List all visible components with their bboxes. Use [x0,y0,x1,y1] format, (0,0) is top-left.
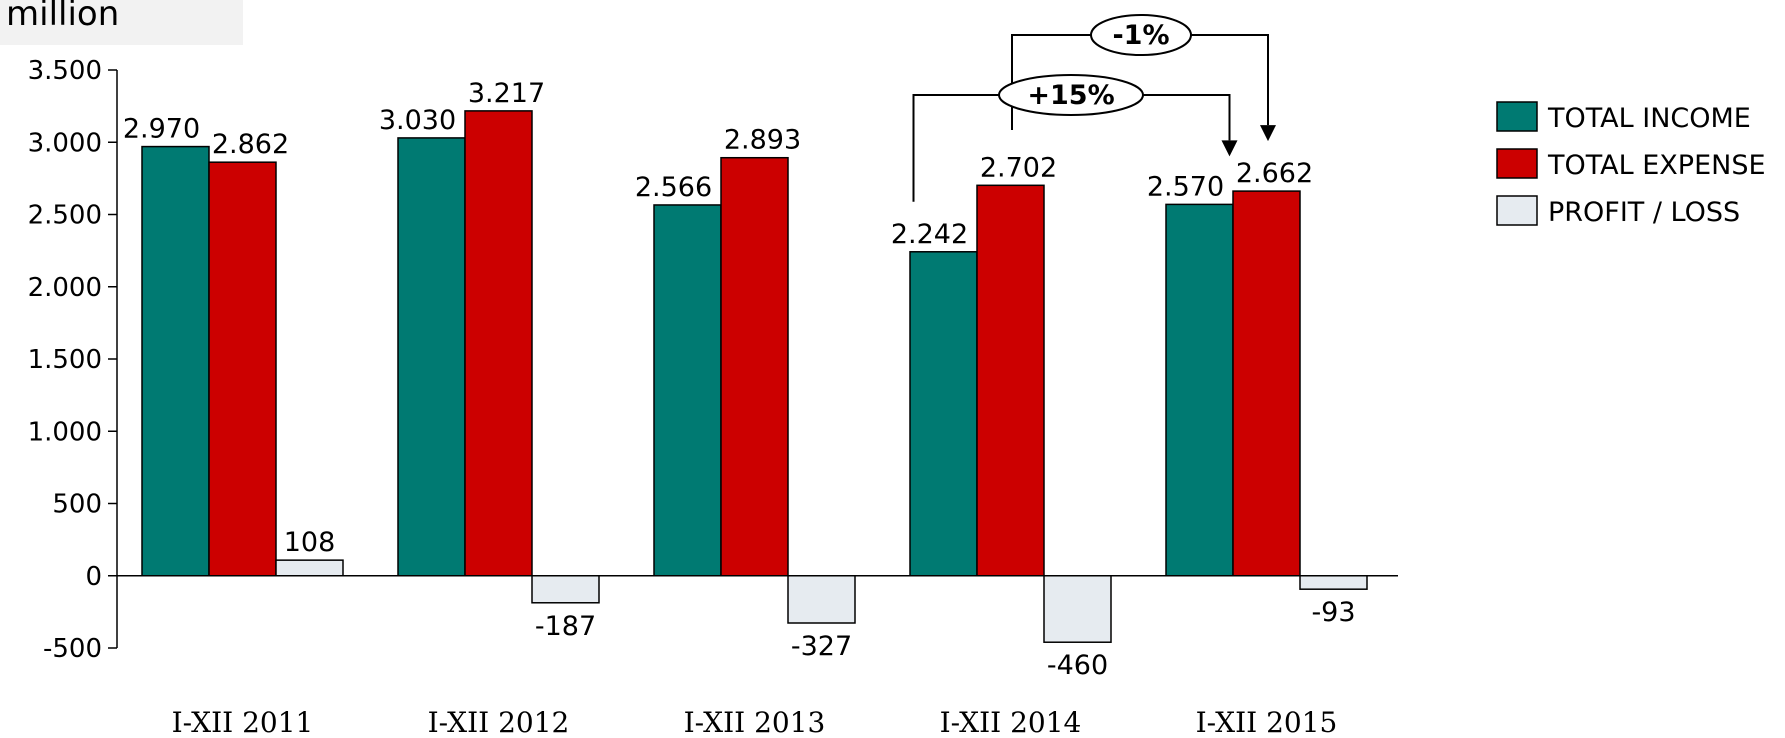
x-tick-label-i-xii-2015: I-XII 2015 [1196,706,1338,738]
bar-total-expense-i-xii-2013 [720,156,789,577]
x-tick-label-i-xii-2011: I-XII 2011 [172,706,314,738]
bar-total-income-i-xii-2011 [141,145,210,577]
y-tick-label: 0 [85,562,102,592]
unit-label-box: million [0,0,243,45]
legend-swatch-total-income [1496,101,1538,132]
bar-total-expense-i-xii-2014 [976,184,1045,577]
y-tick-label: 1.000 [28,417,102,447]
y-tick-label: 1.500 [28,345,102,375]
data-label-total-expense-i-xii-2013: 2.893 [724,125,801,156]
data-label-total-income-i-xii-2012: 3.030 [379,105,456,136]
bar-profit-loss-i-xii-2014 [1043,575,1112,643]
x-tick-label-i-xii-2013: I-XII 2013 [684,706,826,738]
legend-label-total-expense: TOTAL EXPENSE [1547,150,1766,181]
data-label-profit-loss-i-xii-2015: -93 [1311,597,1355,628]
bar-total-income-i-xii-2014 [909,251,978,577]
data-label-profit-loss-i-xii-2012: -187 [535,611,596,642]
growth-label-expense: -1% [1112,20,1169,51]
data-label-profit-loss-i-xii-2013: -327 [791,631,852,662]
bar-total-expense-i-xii-2012 [464,110,533,577]
growth-arrowhead-expense [1260,125,1276,142]
bar-total-expense-i-xii-2015 [1232,190,1301,577]
y-tick-label: 3.500 [28,56,102,86]
data-label-total-expense-i-xii-2015: 2.662 [1236,158,1313,189]
legend-label-profit-loss: PROFIT / LOSS [1548,197,1740,228]
growth-arrowhead-income [1221,140,1238,157]
data-label-total-expense-i-xii-2011: 2.862 [212,129,289,160]
y-tick-label: 3.000 [28,128,102,158]
data-label-total-income-i-xii-2015: 2.570 [1147,171,1224,202]
data-label-total-expense-i-xii-2014: 2.702 [980,152,1057,183]
growth-badge-income [998,74,1144,116]
y-tick-label: 500 [52,490,102,520]
data-label-total-income-i-xii-2014: 2.242 [891,219,968,250]
bar-total-income-i-xii-2012 [397,137,466,577]
y-tick-label: 2.500 [28,201,102,231]
growth-badge-expense [1090,14,1192,56]
bar-total-expense-i-xii-2011 [208,161,277,577]
data-label-total-expense-i-xii-2012: 3.217 [468,78,545,109]
data-label-total-income-i-xii-2011: 2.970 [123,114,200,145]
data-label-profit-loss-i-xii-2011: 108 [284,527,336,558]
unit-label: million [6,0,120,34]
data-label-profit-loss-i-xii-2014: -460 [1047,650,1108,681]
y-tick-label: 2.000 [28,273,102,303]
bar-total-income-i-xii-2015 [1165,203,1234,577]
data-label-total-income-i-xii-2013: 2.566 [635,172,712,203]
x-tick-label-i-xii-2014: I-XII 2014 [940,706,1082,738]
legend-label-total-income: TOTAL INCOME [1547,103,1751,134]
x-tick-label-i-xii-2012: I-XII 2012 [428,706,570,738]
bar-profit-loss-i-xii-2012 [531,575,600,604]
bar-total-income-i-xii-2013 [653,204,722,577]
bar-profit-loss-i-xii-2013 [787,575,856,624]
bar-profit-loss-i-xii-2015 [1299,575,1368,590]
y-tick-label: -500 [43,634,102,664]
legend-swatch-profit-loss [1496,195,1538,226]
bar-profit-loss-i-xii-2011 [275,559,344,577]
growth-label-income: +15% [1027,80,1114,111]
legend-swatch-total-expense [1496,148,1538,179]
